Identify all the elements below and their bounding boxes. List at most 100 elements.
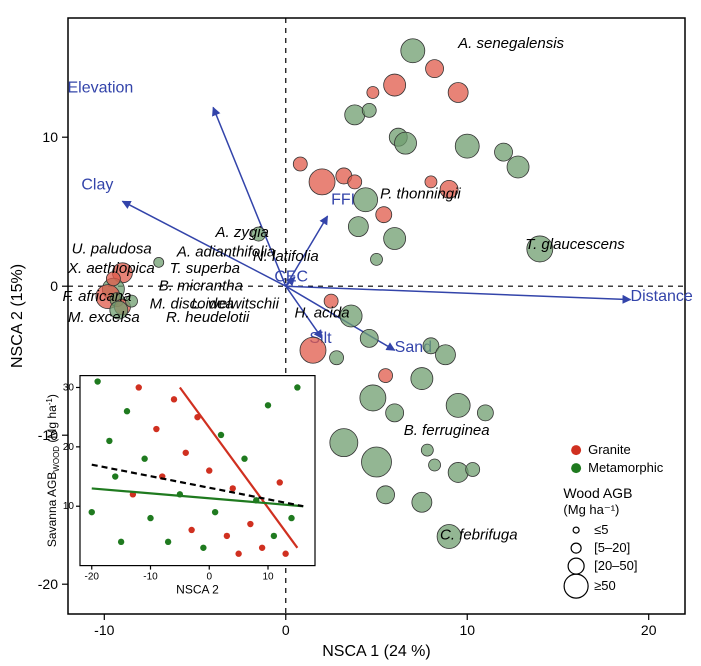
legend-size-label: [20–50] xyxy=(594,558,637,573)
inset-point xyxy=(230,485,236,491)
inset-point xyxy=(106,438,112,444)
species-label: T. glaucescens xyxy=(525,236,625,253)
species-label: U. paludosa xyxy=(72,240,152,257)
species-label: B. micrantha xyxy=(159,278,243,295)
inset-point xyxy=(206,467,212,473)
y-axis-title: NSCA 2 (15%) xyxy=(9,264,26,368)
inset-point xyxy=(212,509,218,515)
site-point xyxy=(360,329,378,347)
site-point xyxy=(384,74,406,96)
xtick-label: 20 xyxy=(641,622,657,638)
legend-size-label: ≤5 xyxy=(594,522,608,537)
inset-xtick-label: -10 xyxy=(143,572,158,583)
env-label: Distance xyxy=(631,288,693,305)
ytick-label: -20 xyxy=(38,576,58,592)
xtick-label: -10 xyxy=(94,622,114,638)
inset-point xyxy=(112,473,118,479)
xtick-label: 10 xyxy=(459,622,475,638)
inset-point xyxy=(247,521,253,527)
env-label: FFI xyxy=(331,191,355,208)
legend-size-circle xyxy=(564,574,588,598)
legend-size-circle xyxy=(568,558,584,574)
site-point xyxy=(446,393,470,417)
inset-point xyxy=(118,539,124,545)
site-point xyxy=(384,228,406,250)
legend-size-circle xyxy=(573,527,579,533)
inset-point xyxy=(124,408,130,414)
site-point xyxy=(507,156,529,178)
inset-point xyxy=(277,479,283,485)
env-label: CEC xyxy=(274,269,308,286)
site-point xyxy=(411,368,433,390)
legend-size-label: [5–20] xyxy=(594,540,630,555)
inset-point xyxy=(165,539,171,545)
site-point xyxy=(377,486,395,504)
site-point xyxy=(448,83,468,103)
site-point xyxy=(421,444,433,456)
inset-point xyxy=(147,515,153,521)
site-point xyxy=(395,132,417,154)
inset-point xyxy=(265,402,271,408)
site-point xyxy=(379,369,393,383)
species-label: T. superba xyxy=(170,260,240,277)
legend-color-label: Granite xyxy=(588,442,631,457)
site-point xyxy=(330,351,344,365)
ytick-label: 10 xyxy=(42,129,58,145)
species-label: X. aethiopica xyxy=(67,260,155,277)
inset-point xyxy=(241,456,247,462)
inset-point xyxy=(141,456,147,462)
inset-point xyxy=(235,551,241,557)
site-point xyxy=(426,60,444,78)
site-point xyxy=(448,462,468,482)
xtick-label: 0 xyxy=(282,622,290,638)
inset-point xyxy=(224,533,230,539)
inset-x-title: NSCA 2 xyxy=(176,583,219,597)
inset-y-title: Savanna AGBWOOD (Mg ha-1) xyxy=(45,394,61,547)
inset-point xyxy=(89,509,95,515)
inset-ytick-label: 20 xyxy=(63,442,75,453)
inset-point xyxy=(153,426,159,432)
site-point xyxy=(354,188,378,212)
species-label: M. excelsa xyxy=(68,309,140,326)
inset-point xyxy=(171,396,177,402)
env-label: Elevation xyxy=(68,80,134,97)
site-point xyxy=(429,459,441,471)
site-point xyxy=(300,337,326,363)
species-label: L. welwitschii xyxy=(191,296,279,313)
site-point xyxy=(401,39,425,63)
inset-frame xyxy=(80,376,315,566)
species-label: N. latifolia xyxy=(253,248,319,265)
species-label: F. africana xyxy=(63,288,132,305)
legend-size-circle xyxy=(571,543,581,553)
legend-color-swatch xyxy=(571,445,581,455)
inset-point xyxy=(200,545,206,551)
site-point xyxy=(293,157,307,171)
site-point xyxy=(455,134,479,158)
ytick-label: 0 xyxy=(50,278,58,294)
site-point xyxy=(477,405,493,421)
legend-size-label: ≥50 xyxy=(594,578,616,593)
inset-point xyxy=(136,384,142,390)
inset-xtick-label: 0 xyxy=(206,572,212,583)
inset-point xyxy=(259,545,265,551)
legend-size-title: Wood AGB xyxy=(563,485,632,501)
site-point xyxy=(386,404,404,422)
inset-ytick-label: 30 xyxy=(63,382,75,393)
site-point xyxy=(376,207,392,223)
site-point xyxy=(466,462,480,476)
legend-color-label: Metamorphic xyxy=(588,460,664,475)
inset-point xyxy=(188,527,194,533)
species-label: P. thonningii xyxy=(380,185,461,202)
species-label: B. ferruginea xyxy=(404,422,490,439)
env-label: Clay xyxy=(81,176,113,193)
site-point xyxy=(435,345,455,365)
site-point xyxy=(367,87,379,99)
site-point xyxy=(330,429,358,457)
inset-point xyxy=(288,515,294,521)
site-point xyxy=(371,253,383,265)
site-point xyxy=(348,217,368,237)
legend-size-unit: (Mg ha⁻¹) xyxy=(563,502,619,517)
site-point xyxy=(309,169,335,195)
species-label: A. senegalensis xyxy=(457,35,564,52)
site-point xyxy=(154,257,164,267)
